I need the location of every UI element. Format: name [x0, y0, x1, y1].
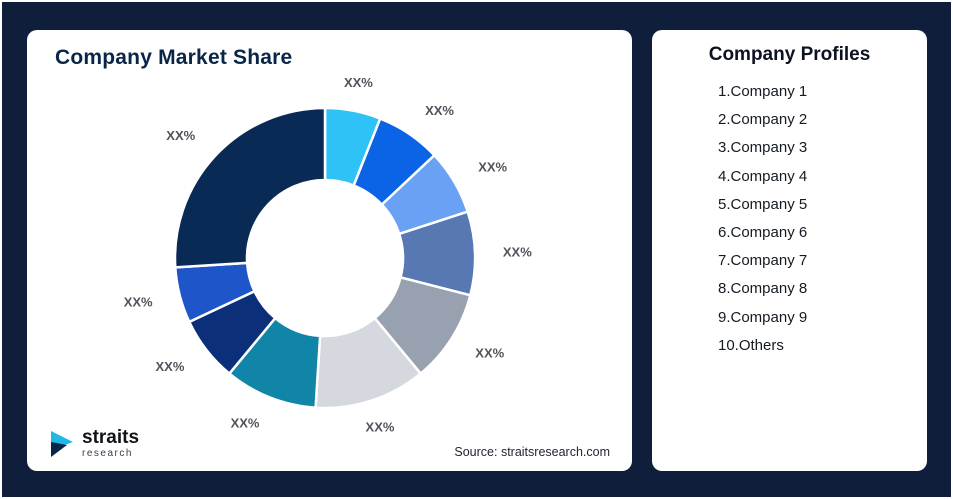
company-list-item: 6.Company 6 — [718, 224, 808, 242]
straits-logo-text: straits research — [82, 428, 139, 459]
donut-slice-label: XX% — [155, 359, 184, 374]
donut-slice-label: XX% — [344, 75, 373, 90]
logo-name: straits — [82, 427, 140, 448]
company-list-item: 8.Company 8 — [718, 280, 808, 298]
straits-logo-icon — [51, 430, 73, 457]
chart-title: Company Market Share — [55, 46, 293, 69]
donut-chart-svg: XX% XX% XX% XX% XX% XX% XX% XX% XX% XX% — [124, 75, 533, 434]
company-list-item: 2.Company 2 — [718, 111, 808, 129]
source-text: Source: straitsresearch.com — [454, 445, 610, 459]
donut-slice-label: XX% — [478, 159, 507, 174]
market-share-card: Company Market Share XX% XX% XX% XX% XX% XX% X… — [27, 30, 632, 471]
donut-slice-label: XX% — [231, 416, 260, 431]
company-list-item: 1.Company 1 — [718, 83, 808, 100]
company-list-item: 10.Others — [718, 336, 784, 354]
company-list-item: 7.Company 7 — [718, 252, 808, 270]
profiles-title: Company Profiles — [708, 44, 871, 65]
donut-slice-label: XX% — [425, 103, 454, 118]
donut-slice-label: XX% — [503, 244, 532, 259]
company-list: 1.Company 1 2.Company 2 3.Company 3 4.Compa… — [718, 78, 807, 360]
company-list-item: 9.Company 9 — [718, 308, 808, 326]
donut-slice-label: XX% — [475, 345, 504, 360]
donut-slice-label: XX% — [124, 294, 153, 309]
logo-subtitle: research — [82, 448, 133, 459]
company-profiles-card: Company Profiles 1.Company 1 2.Company 2 3… — [652, 30, 927, 471]
company-list-item: 4.Company 4 — [718, 167, 808, 185]
donut-slice-label: XX% — [166, 128, 195, 143]
company-list-item: 3.Company 3 — [718, 139, 808, 157]
donut-slice-label: XX% — [366, 419, 395, 434]
donut-slice-others — [173, 106, 327, 269]
company-list-item: 5.Company 5 — [718, 195, 808, 213]
straits-logo: straits research — [49, 428, 139, 459]
